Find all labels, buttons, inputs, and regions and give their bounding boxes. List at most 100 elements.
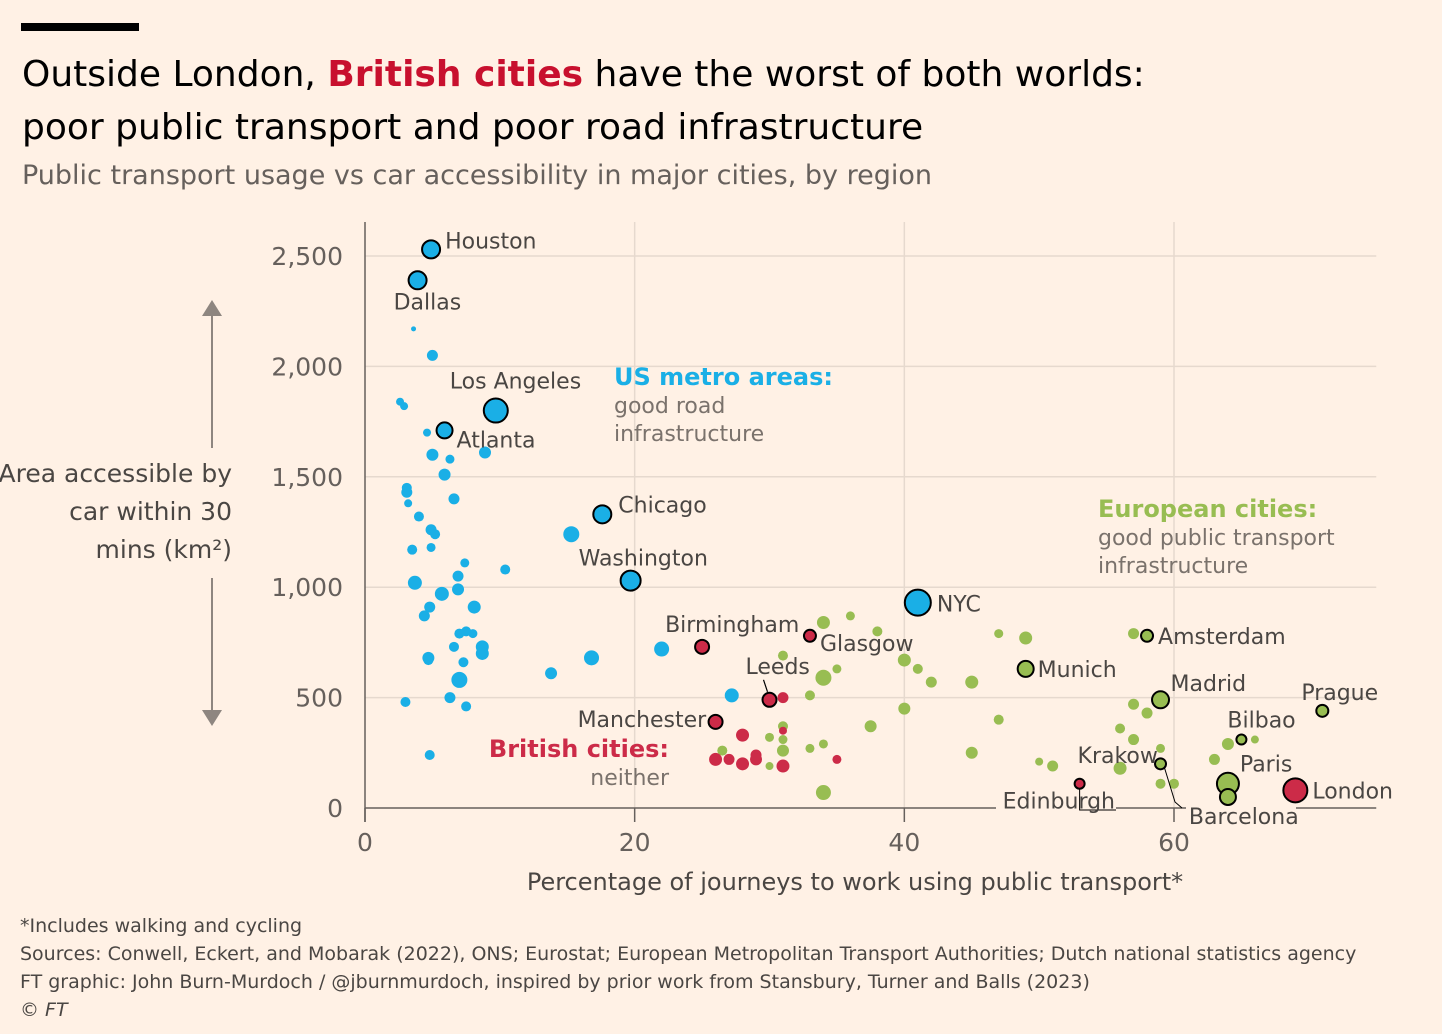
point-prague (1315, 703, 1330, 718)
data-point (872, 626, 883, 637)
point-label-dallas: Dallas (394, 290, 462, 315)
edinburgh-leader-line (1079, 788, 1116, 811)
point-edinburgh (1073, 777, 1086, 790)
data-point (438, 468, 451, 481)
data-point (816, 616, 830, 630)
data-point (777, 650, 788, 661)
point-atlanta (435, 421, 454, 440)
data-point (993, 714, 1004, 725)
point-label-atlanta: Atlanta (457, 428, 536, 453)
x-tick-label: 20 (619, 828, 651, 857)
point-label-munich: Munich (1038, 658, 1117, 683)
data-point (452, 570, 464, 582)
series-europe (717, 611, 1330, 806)
data-point (736, 728, 750, 742)
data-point (717, 745, 728, 756)
region-text-us: infrastructure (614, 422, 764, 447)
data-point (444, 692, 456, 704)
y-axis-title-line: car within 30 (69, 497, 232, 526)
point-label-amsterdam: Amsterdam (1158, 625, 1286, 650)
footer: *Includes walking and cycling Sources: C… (20, 912, 1430, 1024)
title-line1-after: have the worst of both worlds: (583, 54, 1145, 95)
point-krakow (1154, 757, 1168, 771)
region-text-us: good road (614, 394, 725, 419)
point-madrid (1151, 690, 1171, 710)
data-point (468, 629, 478, 639)
point-label-nyc: NYC (937, 593, 981, 618)
data-point (1035, 757, 1044, 766)
data-point (426, 448, 439, 461)
data-point (458, 657, 469, 668)
data-point (430, 529, 441, 540)
point-london (1282, 777, 1309, 804)
chart-title: Outside London, British cities have the … (22, 48, 1422, 154)
data-point (724, 688, 739, 703)
data-point (1155, 778, 1166, 789)
point-barcelona (1218, 787, 1237, 806)
data-point (563, 526, 580, 543)
data-point (925, 676, 937, 688)
data-point (404, 499, 413, 508)
point-label-leeds: Leeds (746, 655, 810, 680)
point-label-paris: Paris (1240, 753, 1292, 778)
data-point (1047, 760, 1059, 772)
point-label-madrid: Madrid (1171, 672, 1247, 697)
point-label-chicago: Chicago (618, 493, 706, 518)
data-point (845, 611, 855, 621)
x-tick-label: 40 (888, 828, 920, 857)
region-text-europe: good public transport (1098, 526, 1335, 551)
data-point (445, 454, 455, 464)
data-point (965, 675, 979, 689)
data-point (451, 671, 468, 688)
data-point (1128, 628, 1140, 640)
data-point (418, 610, 430, 622)
data-point (778, 726, 787, 735)
point-washington (619, 569, 642, 592)
title-line1-before: Outside London, (22, 54, 328, 95)
point-birmingham (694, 638, 711, 655)
data-point (965, 746, 978, 759)
data-point (778, 735, 788, 745)
point-manchester (707, 713, 724, 730)
point-label-bilbao: Bilbao (1227, 709, 1295, 734)
y-axis-title-line: Area accessible by (0, 459, 232, 488)
down-arrow-icon (202, 710, 222, 726)
data-point (407, 544, 418, 555)
point-chicago (592, 504, 613, 525)
data-point (401, 482, 412, 493)
up-arrow-icon (202, 300, 222, 316)
label-background (1186, 800, 1296, 832)
data-point (765, 762, 774, 771)
y-axis-title-line: mins (km²) (96, 535, 232, 564)
point-label-london: London (1312, 779, 1393, 804)
data-point (426, 349, 438, 361)
data-point (723, 753, 735, 765)
data-point (434, 586, 449, 601)
leeds-leader-line (762, 679, 769, 692)
data-point (1169, 778, 1179, 789)
data-point (452, 583, 465, 596)
point-nyc (903, 588, 932, 617)
krakow-leader-line (1164, 767, 1183, 809)
point-label-washington: Washington (579, 547, 708, 572)
data-point (545, 667, 558, 680)
point-amsterdam (1140, 628, 1155, 643)
data-point (736, 757, 750, 771)
data-point (805, 743, 815, 753)
data-point (400, 697, 411, 708)
data-point (423, 655, 434, 666)
region-heading-uk: British cities: (489, 735, 669, 763)
scatter-chart: 0 20 40 60 0 500 1,000 1,500 2,000 2,500 Percentag… (0, 222, 1393, 896)
data-point (765, 732, 774, 742)
point-los-angeles (482, 397, 509, 424)
data-point (654, 641, 670, 657)
data-point (994, 629, 1004, 639)
point-label-edinburgh: Edinburgh (1003, 790, 1115, 815)
data-point (461, 701, 472, 712)
data-point (460, 558, 470, 568)
point-label-glasgow: Glasgow (820, 632, 914, 657)
data-point (1128, 698, 1140, 710)
point-label-manchester: Manchester (578, 708, 708, 733)
region-heading-us: US metro areas: (614, 363, 833, 391)
data-point (818, 739, 828, 749)
